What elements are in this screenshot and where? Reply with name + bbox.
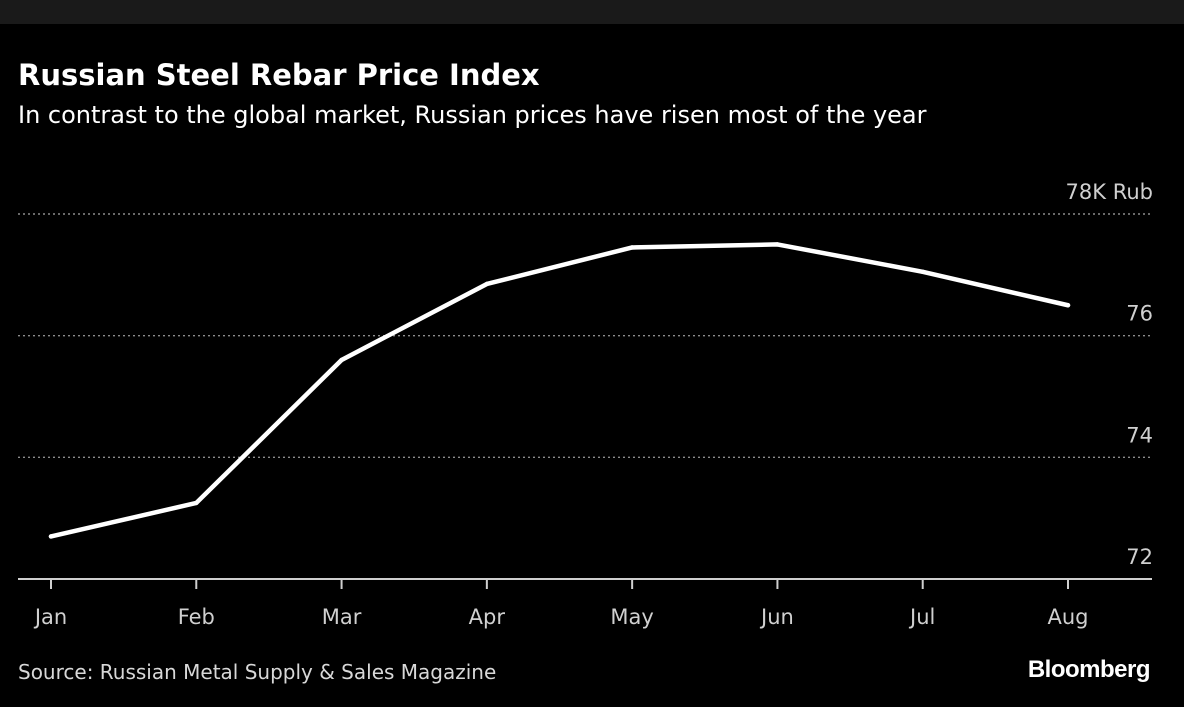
x-tick-label: May [610,605,653,629]
grid-lines [18,213,1152,459]
data-point [484,281,490,287]
y-tick-label: 78K Rub [1066,180,1153,204]
x-tick-label: Apr [469,605,506,629]
data-point [194,500,199,506]
x-tick-label: Aug [1047,605,1088,629]
y-tick-label: 76 [1126,302,1153,326]
data-point [629,245,635,250]
y-tick-label: 74 [1126,423,1153,447]
data-point [775,242,780,247]
x-tick-label: Jan [33,605,67,629]
chart-subtitle: In contrast to the global market, Russia… [18,101,927,129]
x-tick-label: Jul [908,605,935,629]
data-point [920,269,925,274]
data-point [48,534,54,539]
y-axis-tick-labels: 72 74 76 78K Rub [1066,180,1153,569]
y-tick-label: 72 [1126,545,1153,569]
x-axis-ticks [50,579,1069,589]
top-bar [0,0,1184,24]
bloomberg-logo: Bloomberg [1027,656,1151,683]
x-axis-tick-labels: Jan Feb Mar Apr May Jun Jul Aug [33,605,1089,629]
x-tick-label: Mar [322,605,362,629]
x-tick-label: Feb [178,605,215,629]
data-point [339,357,344,363]
chart-title: Russian Steel Rebar Price Index [18,58,540,92]
series-line [48,242,1071,539]
x-tick-label: Jun [759,605,794,629]
source-note: Source: Russian Metal Supply & Sales Mag… [18,660,497,684]
data-point [1065,303,1071,308]
series-points [48,242,1071,539]
